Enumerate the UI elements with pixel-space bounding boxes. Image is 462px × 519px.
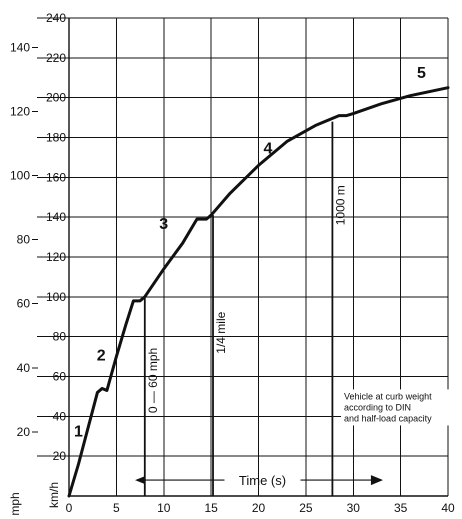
x-tick-label: 15 (204, 501, 218, 515)
chart-annotation-line: and half-load capacity (344, 413, 432, 423)
gear-label: 4 (264, 140, 273, 157)
chart-annotation-line: according to DIN (344, 402, 411, 412)
kmh-axis-label: km/h (47, 482, 61, 508)
mph-tick-label: 60 (17, 297, 31, 311)
kmh-tick-label: 80 (53, 330, 67, 344)
x-tick-label: 20 (252, 501, 266, 515)
kmh-tick-label: 220 (46, 51, 66, 65)
mph-tick-label: 140 (10, 40, 30, 54)
kmh-tick-label: 60 (53, 370, 67, 384)
mph-tick-label: 40 (17, 361, 31, 375)
kmh-tick-label: 160 (46, 170, 66, 184)
marker-layer: 0 — 60 mph 1/4 mile 1000 m (143, 121, 347, 496)
gear-label: 5 (417, 65, 426, 82)
kmh-tick-label: 100 (46, 290, 66, 304)
x-tick-label: 40 (441, 501, 455, 515)
gear-label: 1 (74, 423, 83, 440)
annotation-background (341, 389, 454, 426)
kmh-tick-label: 140 (46, 210, 66, 224)
milestone-marker-label: 1/4 mile (214, 311, 228, 353)
kmh-tick-label: 120 (46, 250, 66, 264)
mph-tick-label: 120 (10, 104, 30, 118)
grid-layer (32, 17, 449, 497)
gear-label: 3 (159, 216, 168, 233)
x-tick-label: 30 (347, 501, 361, 515)
gear-layer: 1 2 3 4 5 (74, 65, 426, 441)
mph-tick-label: 80 (17, 233, 31, 247)
x-tick-label: 35 (394, 501, 408, 515)
mph-tick-label: 20 (17, 425, 31, 439)
x-tick-label: 10 (157, 501, 171, 515)
x-tick-label: 0 (66, 501, 73, 515)
series-layer (67, 86, 450, 498)
kmh-tick-label: 240 (46, 11, 66, 25)
kmh-tick-label: 20 (53, 449, 67, 463)
x-axis-label: Time (s) (239, 473, 286, 488)
tick-layer: 0 5 10 15 20 25 30 35 40204060801001201401601802… (10, 11, 455, 515)
time-arrow-right-head (370, 475, 383, 486)
acceleration-curve (67, 86, 450, 498)
gear-label: 2 (97, 348, 106, 365)
milestone-marker-label: 0 — 60 mph (146, 348, 160, 413)
chart-annotation-line: Vehicle at curb weight (344, 391, 432, 401)
kmh-tick-label: 180 (46, 131, 66, 145)
annotation-layer: Time (s) Vehicle at curb weightaccording … (135, 389, 454, 488)
time-arrow-left-head (135, 476, 146, 485)
milestone-marker-label: 1000 m (333, 185, 347, 225)
kmh-tick-label: 40 (53, 409, 67, 423)
mph-axis-label: mph (8, 492, 22, 515)
kmh-tick-label: 200 (46, 91, 66, 105)
mph-tick-label: 100 (10, 168, 30, 182)
x-tick-label: 25 (299, 501, 313, 515)
x-tick-label: 5 (113, 501, 120, 515)
